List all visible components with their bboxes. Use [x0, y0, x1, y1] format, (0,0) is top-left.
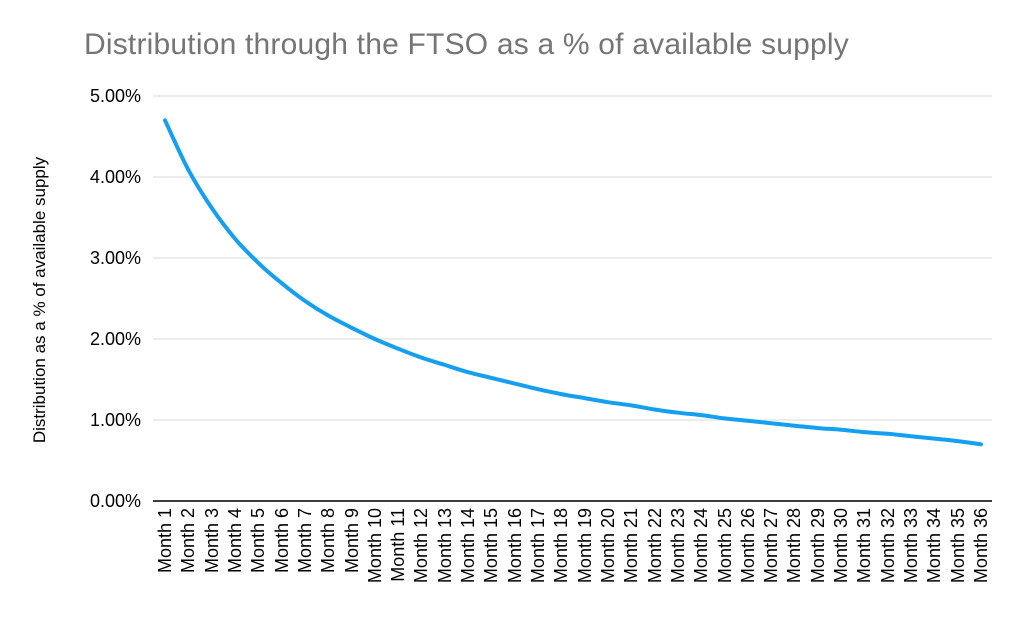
x-tick-label: Month 16: [504, 508, 525, 584]
y-tick-label: 4.00%: [89, 167, 141, 187]
y-tick-label: 0.00%: [89, 491, 141, 511]
x-tick-label: Month 30: [831, 508, 852, 584]
y-tick-label: 3.00%: [89, 248, 141, 268]
y-tick-label: 1.00%: [89, 410, 141, 430]
y-tick-label: 2.00%: [89, 329, 141, 349]
x-tick-label: Month 8: [318, 508, 339, 574]
x-tick-label: Month 15: [481, 508, 502, 584]
series-line: [163, 118, 983, 447]
x-tick-label: Month 32: [877, 508, 898, 584]
x-tick-label: Month 23: [667, 508, 688, 584]
x-tick-label: Month 18: [551, 508, 572, 584]
x-tick-label: Month 6: [271, 508, 292, 574]
x-tick-label: Month 21: [621, 508, 642, 584]
x-tick-label: Month 31: [854, 508, 875, 584]
x-tick-label: Month 26: [737, 508, 758, 584]
x-tick-label: Month 9: [341, 508, 362, 574]
x-tick-label: Month 11: [388, 508, 409, 582]
x-tick-label: Month 28: [784, 508, 805, 584]
x-tick-label: Month 10: [364, 508, 385, 584]
x-tick-label: Month 36: [971, 508, 991, 584]
x-tick-label: Month 12: [411, 508, 432, 584]
x-tick-label: Month 5: [248, 508, 269, 574]
x-tick-label: Month 1: [155, 508, 175, 574]
x-tick-label: Month 29: [807, 508, 828, 584]
x-tick-label: Month 17: [528, 508, 549, 584]
x-tick-label: Month 7: [294, 508, 315, 574]
x-tick-label: Month 13: [434, 508, 455, 584]
x-tick-label: Month 27: [761, 508, 782, 584]
x-tick-label: Month 2: [178, 508, 199, 574]
x-tick-label: Month 19: [574, 508, 595, 584]
x-tick-label: Month 20: [597, 508, 618, 584]
y-tick-label: 5.00%: [89, 86, 141, 106]
x-tick-label: Month 22: [644, 508, 665, 584]
x-tick-label: Month 14: [458, 508, 479, 584]
x-tick-label: Month 3: [201, 508, 222, 574]
x-tick-label: Month 4: [224, 508, 245, 574]
x-tick-label: Month 25: [714, 508, 735, 584]
x-tick-label: Month 24: [691, 508, 712, 584]
x-tick-label: Month 35: [947, 508, 968, 584]
chart-title: Distribution through the FTSO as a % of …: [84, 28, 849, 61]
x-tick-label: Month 33: [901, 508, 922, 584]
x-tick-label: Month 34: [924, 508, 945, 584]
